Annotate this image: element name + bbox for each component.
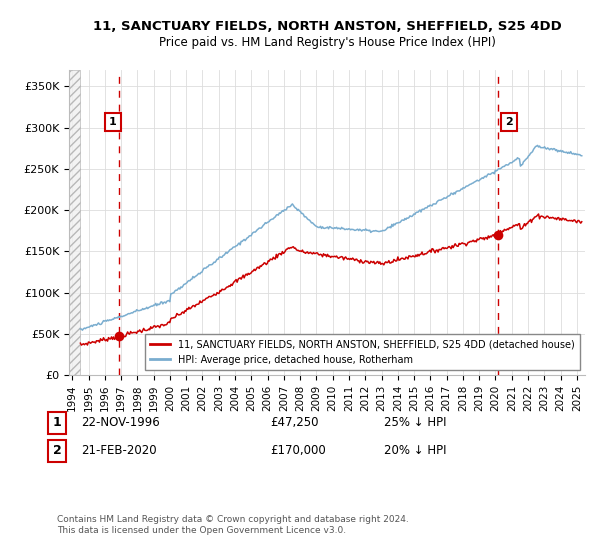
Text: 2: 2 <box>505 117 513 127</box>
Text: £170,000: £170,000 <box>270 444 326 458</box>
Text: 11, SANCTUARY FIELDS, NORTH ANSTON, SHEFFIELD, S25 4DD: 11, SANCTUARY FIELDS, NORTH ANSTON, SHEF… <box>92 20 562 32</box>
Text: 20% ↓ HPI: 20% ↓ HPI <box>384 444 446 458</box>
Text: 2: 2 <box>53 444 61 458</box>
Text: 1: 1 <box>109 117 117 127</box>
Bar <box>69 70 80 375</box>
Text: 1: 1 <box>53 416 61 430</box>
Text: Price paid vs. HM Land Registry's House Price Index (HPI): Price paid vs. HM Land Registry's House … <box>158 36 496 49</box>
Text: 22-NOV-1996: 22-NOV-1996 <box>81 416 160 430</box>
Legend: 11, SANCTUARY FIELDS, NORTH ANSTON, SHEFFIELD, S25 4DD (detached house), HPI: Av: 11, SANCTUARY FIELDS, NORTH ANSTON, SHEF… <box>145 334 580 370</box>
Text: £47,250: £47,250 <box>270 416 319 430</box>
Text: Contains HM Land Registry data © Crown copyright and database right 2024.
This d: Contains HM Land Registry data © Crown c… <box>57 515 409 535</box>
Text: 21-FEB-2020: 21-FEB-2020 <box>81 444 157 458</box>
Text: 25% ↓ HPI: 25% ↓ HPI <box>384 416 446 430</box>
